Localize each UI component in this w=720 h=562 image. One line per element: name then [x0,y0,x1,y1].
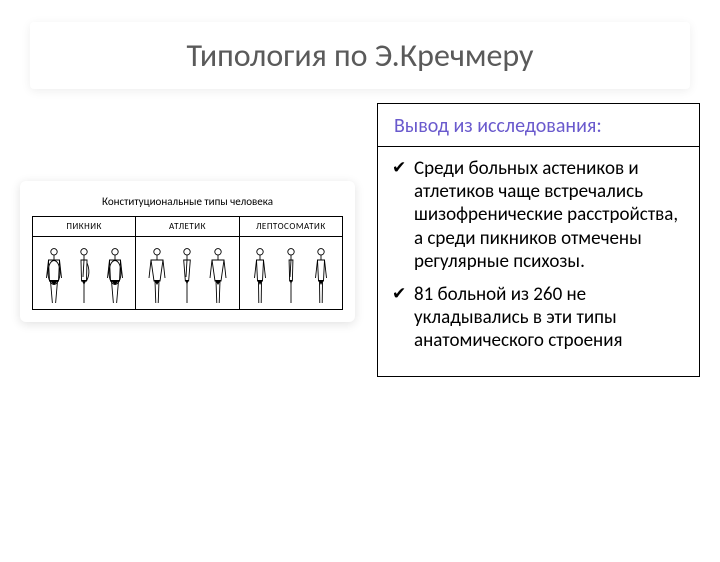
body-type-figures [33,237,135,309]
figure-caption: Конституциональные типы человека [32,195,343,208]
figure-card: Конституциональные типы человека ПИКНИК … [20,181,355,322]
body-type-column: ЛЕПТОСОМАТИК [240,217,342,309]
human-figure-icon [248,247,272,305]
human-figure-icon [72,247,96,305]
body-type-column: ПИКНИК [33,217,136,309]
human-figure-icon [103,247,127,305]
conclusion-list: Среди больных астеников и атлетиков чаще… [378,147,699,376]
conclusion-subheader: Вывод из исследования: [378,104,699,147]
body-types-table: ПИКНИК АТЛЕТИК [32,216,343,310]
body-type-figures [136,237,238,309]
conclusion-item: Среди больных астеников и атлетиков чаще… [392,157,685,273]
human-figure-icon [145,247,169,305]
human-figure-icon [42,247,66,305]
body-type-column: АТЛЕТИК [136,217,239,309]
body-type-label: АТЛЕТИК [136,217,238,237]
figure-column: Конституциональные типы человека ПИКНИК … [20,181,355,322]
conclusion-box: Вывод из исследования: Среди больных аст… [377,103,700,377]
conclusion-item: 81 больной из 260 не укладывались в эти … [392,283,685,353]
human-figure-icon [206,247,230,305]
title-card: Типология по Э.Кречмеру [30,22,690,89]
content-row: Конституциональные типы человека ПИКНИК … [0,103,720,377]
page-title: Типология по Э.Кречмеру [40,36,680,75]
human-figure-icon [175,247,199,305]
human-figure-icon [309,247,333,305]
human-figure-icon [279,247,303,305]
body-type-label: ЛЕПТОСОМАТИК [240,217,342,237]
body-type-label: ПИКНИК [33,217,135,237]
body-type-figures [240,237,342,309]
